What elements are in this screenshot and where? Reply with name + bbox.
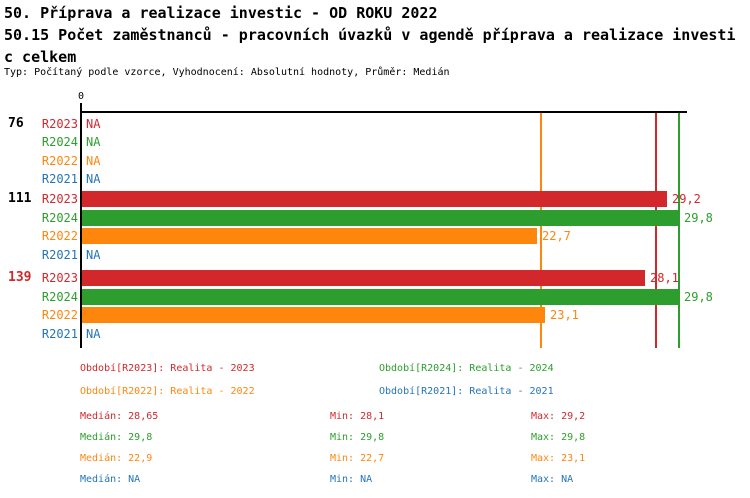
bar (82, 307, 545, 323)
legend-item-r2021: Období[R2021]: Realita - 2021 (379, 386, 554, 397)
bar (82, 209, 679, 226)
reference-line-median-r2023 (655, 113, 657, 348)
value-label: NA (86, 247, 101, 262)
value-label: 29,8 (684, 210, 713, 225)
stat-median: Medián: 28,65 (80, 411, 159, 422)
x-axis-zero-label: 0 (77, 91, 85, 102)
series-label: R2023 (41, 271, 78, 285)
stat-median: Medián: NA (80, 474, 141, 485)
legend-item-r2024: Období[R2024]: Realita - 2024 (379, 363, 554, 374)
stat-max: Max: NA (531, 474, 574, 485)
stat-min: Min: 28,1 (330, 411, 385, 422)
stat-max: Max: 29,8 (531, 432, 586, 443)
group-label: 76 (8, 115, 24, 131)
value-label: 29,2 (672, 192, 701, 206)
value-label: NA (86, 135, 101, 149)
bar (82, 228, 537, 244)
series-label: R2022 (41, 308, 78, 322)
y-axis-line (80, 103, 82, 348)
series-label: R2021 (41, 247, 78, 262)
x-axis-line (80, 111, 687, 113)
stat-median: Medián: 29,8 (80, 432, 153, 443)
value-label: NA (86, 153, 101, 168)
series-label: R2021 (41, 326, 78, 341)
stat-min: Min: 22,7 (330, 453, 385, 464)
chart-note: Typ: Počítaný podle vzorce, Vyhodnocení:… (4, 67, 450, 78)
value-label: NA (86, 326, 101, 341)
stats-row-r2022: Medián: 22,9 Min: 22,7 Max: 23,1 (80, 453, 745, 467)
stat-max: Max: 29,2 (531, 411, 586, 422)
reference-line-median-r2022 (539, 113, 542, 348)
value-label: 23,1 (550, 308, 579, 322)
bar (82, 270, 645, 286)
value-label: 22,7 (542, 229, 571, 243)
series-label: R2021 (41, 172, 78, 186)
group-label: 111 (8, 191, 32, 206)
value-label: 29,8 (684, 289, 713, 304)
stat-max: Max: 23,1 (531, 453, 586, 464)
group-label: 139 (8, 270, 32, 285)
bar (82, 191, 667, 207)
stat-min: Min: 29,8 (330, 432, 385, 443)
page-title-line-3: c celkem (4, 48, 77, 66)
value-label: 28,1 (650, 271, 679, 285)
page-title-line-2: 50.15 Počet zaměstnanců - pracovních úva… (4, 26, 736, 44)
legend-item-r2023: Období[R2023]: Realita - 2023 (80, 363, 255, 374)
bar (82, 288, 679, 305)
series-label: R2024 (41, 135, 78, 149)
value-label: NA (86, 116, 101, 131)
series-label: R2024 (41, 289, 78, 304)
stat-min: Min: NA (330, 474, 373, 485)
legend-item-r2022: Období[R2022]: Realita - 2022 (80, 386, 255, 397)
series-label: R2023 (41, 116, 78, 131)
page-title-line-1: 50. Příprava a realizace investic - OD R… (4, 4, 438, 22)
value-label: NA (86, 172, 101, 186)
reference-line-median-r2024 (678, 113, 681, 348)
stats-row-r2024: Medián: 29,8 Min: 29,8 Max: 29,8 (80, 432, 745, 446)
series-label: R2022 (41, 153, 78, 168)
stats-row-r2023: Medián: 28,65 Min: 28,1 Max: 29,2 (80, 411, 745, 425)
series-label: R2022 (41, 229, 78, 243)
series-label: R2024 (41, 210, 78, 225)
series-label: R2023 (41, 192, 78, 206)
stat-median: Medián: 22,9 (80, 453, 153, 464)
stats-row-r2021: Medián: NA Min: NA Max: NA (80, 474, 745, 488)
